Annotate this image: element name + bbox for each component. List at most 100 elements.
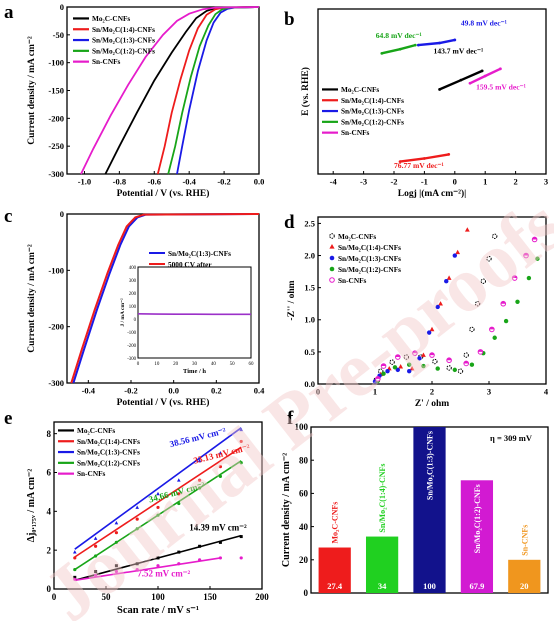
inset-x-tick-label: 50 (230, 362, 236, 367)
inset-y-tick-label: -200 (127, 344, 136, 349)
inset-y-tick-label: 0 (134, 318, 137, 323)
panel-e-data-point (135, 562, 139, 566)
y-tick-label: 2 (47, 545, 52, 555)
nyquist-point (435, 304, 440, 310)
x-tick-label: 1 (373, 387, 377, 397)
panel-e-data-point (73, 575, 77, 579)
x-tick-label: -0.8 (113, 177, 126, 187)
panel-e-data-point (177, 492, 181, 496)
nyquist-point (492, 335, 497, 340)
nyquist-point (444, 279, 449, 284)
nyquist-point (438, 301, 443, 306)
x-axis-title: Z' / ohm (415, 399, 449, 409)
panel-e-data-point (239, 535, 243, 539)
panel-e-fit-line (74, 427, 242, 550)
panel-b-data-point (380, 51, 384, 55)
nyquist-point (486, 256, 492, 262)
nyquist-point (398, 364, 404, 369)
panel-e-data-point (156, 505, 160, 510)
y-tick-label: 0 (60, 2, 64, 12)
nyquist-point-fill (500, 301, 506, 304)
nyquist-point-fill (463, 361, 469, 364)
panel-e-fit-line (74, 557, 221, 582)
bar-category-label: Sn-CNFs (520, 525, 529, 556)
panel-b-data-point (447, 153, 451, 156)
nyquist-point (432, 358, 438, 365)
nyquist-point (526, 275, 532, 281)
tafel-slope-annotation: 49.8 mV dec⁻¹ (461, 19, 507, 28)
panel-b-data-point (480, 69, 484, 73)
y-tick-label: 0 (60, 209, 64, 219)
legend-label: Sn/Mo₂C(1:4)-CNFs (77, 437, 140, 446)
x-tick-label: 0.0 (168, 386, 179, 396)
x-tick-label: -0.4 (82, 386, 96, 396)
panel-f: 0 20 40 60 80 100 27.4 Mo₂C-CNFs 34 Sn/Mo₂C(1:4)-… (281, 422, 549, 598)
x-tick-label: -2 (390, 177, 397, 187)
panel-b-data-point (499, 67, 502, 71)
panel-e-data-point (239, 556, 243, 560)
overpotential-annotation: η = 309 mV (490, 433, 533, 443)
panel-e-data-point (218, 540, 222, 544)
panel-e-data-point (114, 564, 118, 568)
panel-a-series-line (80, 6, 260, 175)
panel-b-data-point (453, 38, 457, 42)
y-tick-label: -200 (48, 113, 64, 123)
panel-e-data-point (94, 554, 98, 558)
bar (508, 559, 541, 593)
inset-y-tick-label: 100 (129, 305, 137, 310)
nyquist-point (503, 318, 509, 324)
bar-value-label: 34 (378, 581, 387, 591)
bar-category-label: Sn/Mo₂C(1:4)-CNFs (378, 463, 387, 532)
nyquist-point (421, 352, 426, 357)
y-tick-label: 1.0 (304, 315, 315, 325)
x-tick-label: 50 (102, 592, 112, 602)
y-tick-label: 6 (47, 468, 52, 478)
inset-x-tick-label: 30 (192, 362, 198, 367)
panel-e-data-point (93, 536, 98, 540)
panel-e-data-point (135, 505, 139, 509)
panel-b-data-point (416, 43, 420, 47)
x-axis-title: Logj |(mA cm⁻²)| (398, 188, 467, 199)
x-tick-label: 3 (487, 387, 491, 397)
bar-category-label: Mo₂C-CNFs (331, 502, 340, 544)
panel-e-data-point (94, 573, 98, 578)
panel-e-data-point (198, 544, 202, 548)
nyquist-point (426, 330, 432, 335)
y-tick-label: 60 (299, 489, 309, 499)
legend-label: Sn/Mo₂C(1:2)-CNFs (341, 117, 404, 126)
x-tick-label: -3 (360, 177, 367, 187)
panel-b-data-point (398, 47, 402, 51)
y-tick-label: -100 (48, 265, 64, 275)
cdl-annotation: 7.52 mV cm⁻² (137, 568, 190, 578)
y-tick-label: 0.0 (304, 379, 315, 389)
nyquist-point-fill (429, 352, 435, 356)
inset-x-axis-title: Time / h (183, 368, 206, 375)
y-tick-label: -200 (48, 322, 64, 332)
y-tick-label: 4 (47, 506, 52, 516)
nyquist-point (469, 362, 475, 367)
inset-x-tick-label: 40 (211, 362, 217, 367)
inset-y-tick-label: -300 (127, 357, 136, 362)
nyquist-point-fill (446, 357, 452, 361)
x-axis-title: Scan rate / mV s⁻¹ (117, 605, 199, 616)
nyquist-point (535, 256, 540, 261)
inset-y-axis-title: J / mA cm⁻² (120, 298, 126, 327)
legend-label: Mo₂C-CNFs (77, 426, 115, 435)
inset-frame (137, 266, 252, 359)
nyquist-point (515, 299, 520, 304)
x-tick-label: 4 (544, 387, 549, 397)
panel-a: -1.0 -0.8 -0.6 -0.4 -0.2 0.0 -300 -250 -200 -150 -… (27, 2, 264, 199)
bar (365, 536, 399, 593)
nyquist-point (407, 368, 412, 374)
nyquist-point (480, 278, 486, 284)
nyquist-point (463, 352, 469, 358)
tafel-slope-annotation: 159.5 mV dec⁻¹ (476, 82, 526, 91)
inset-x-tick-label: 20 (173, 362, 179, 367)
nyquist-point (407, 362, 412, 367)
panel-e-data-point (197, 458, 202, 463)
panel-e-data-point (218, 451, 223, 455)
inset-stability-line (137, 313, 251, 316)
x-axis-title: Potential / V (vs. RHE) (117, 188, 210, 199)
inset-y-tick-label: 300 (129, 279, 137, 284)
x-tick-label: 3 (544, 177, 548, 187)
